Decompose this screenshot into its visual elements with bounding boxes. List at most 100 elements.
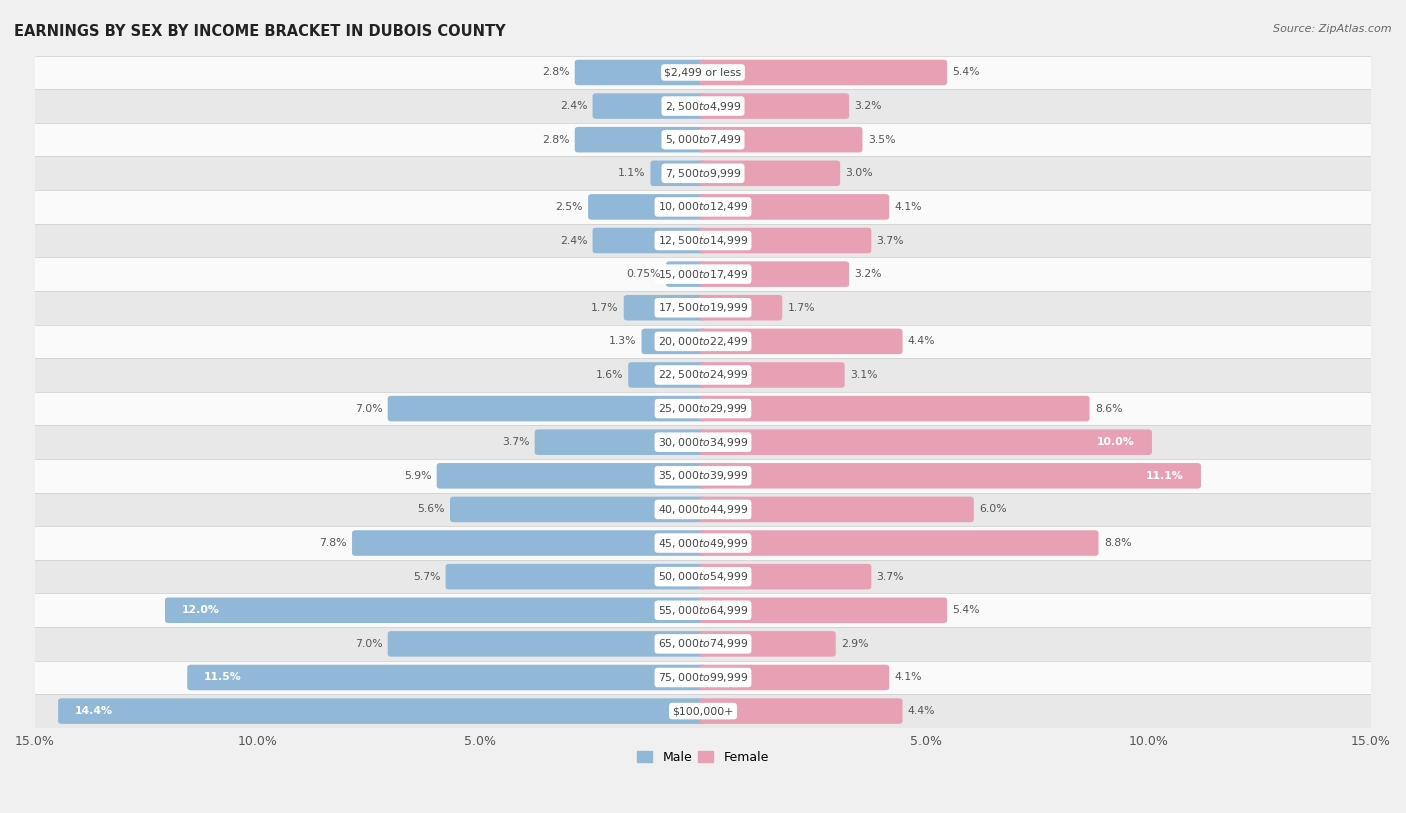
- FancyBboxPatch shape: [699, 228, 872, 254]
- Text: $45,000 to $49,999: $45,000 to $49,999: [658, 537, 748, 550]
- Text: 5.4%: 5.4%: [952, 605, 980, 615]
- Text: 3.0%: 3.0%: [845, 168, 873, 178]
- Text: 1.7%: 1.7%: [591, 302, 619, 313]
- Text: $25,000 to $29,999: $25,000 to $29,999: [658, 402, 748, 415]
- FancyBboxPatch shape: [699, 463, 1201, 489]
- Text: 3.1%: 3.1%: [851, 370, 877, 380]
- Text: 2.5%: 2.5%: [555, 202, 582, 212]
- FancyBboxPatch shape: [35, 694, 1371, 728]
- FancyBboxPatch shape: [699, 396, 1090, 421]
- FancyBboxPatch shape: [699, 328, 903, 354]
- FancyBboxPatch shape: [35, 526, 1371, 560]
- FancyBboxPatch shape: [699, 93, 849, 119]
- FancyBboxPatch shape: [699, 59, 948, 85]
- Text: 7.8%: 7.8%: [319, 538, 347, 548]
- Text: 1.3%: 1.3%: [609, 337, 636, 346]
- Text: Source: ZipAtlas.com: Source: ZipAtlas.com: [1274, 24, 1392, 34]
- FancyBboxPatch shape: [534, 429, 707, 455]
- Text: 2.8%: 2.8%: [541, 67, 569, 77]
- FancyBboxPatch shape: [699, 127, 862, 153]
- FancyBboxPatch shape: [352, 530, 707, 556]
- Text: 2.4%: 2.4%: [560, 236, 588, 246]
- FancyBboxPatch shape: [35, 627, 1371, 661]
- FancyBboxPatch shape: [699, 530, 1098, 556]
- Text: $50,000 to $54,999: $50,000 to $54,999: [658, 570, 748, 583]
- FancyBboxPatch shape: [699, 295, 782, 320]
- Text: 5.6%: 5.6%: [418, 504, 444, 515]
- FancyBboxPatch shape: [450, 497, 707, 522]
- Text: $5,000 to $7,499: $5,000 to $7,499: [665, 133, 741, 146]
- FancyBboxPatch shape: [35, 493, 1371, 526]
- FancyBboxPatch shape: [437, 463, 707, 489]
- Text: 5.9%: 5.9%: [404, 471, 432, 480]
- FancyBboxPatch shape: [641, 328, 707, 354]
- FancyBboxPatch shape: [592, 228, 707, 254]
- Text: 4.1%: 4.1%: [894, 202, 922, 212]
- FancyBboxPatch shape: [699, 698, 903, 724]
- FancyBboxPatch shape: [35, 593, 1371, 627]
- Text: EARNINGS BY SEX BY INCOME BRACKET IN DUBOIS COUNTY: EARNINGS BY SEX BY INCOME BRACKET IN DUB…: [14, 24, 506, 39]
- Text: $20,000 to $22,499: $20,000 to $22,499: [658, 335, 748, 348]
- FancyBboxPatch shape: [35, 425, 1371, 459]
- Text: 3.7%: 3.7%: [877, 572, 904, 581]
- FancyBboxPatch shape: [388, 396, 707, 421]
- FancyBboxPatch shape: [35, 291, 1371, 324]
- FancyBboxPatch shape: [35, 123, 1371, 156]
- Text: $35,000 to $39,999: $35,000 to $39,999: [658, 469, 748, 482]
- Text: 12.0%: 12.0%: [181, 605, 219, 615]
- FancyBboxPatch shape: [35, 560, 1371, 593]
- FancyBboxPatch shape: [699, 261, 849, 287]
- FancyBboxPatch shape: [699, 497, 974, 522]
- FancyBboxPatch shape: [35, 55, 1371, 89]
- FancyBboxPatch shape: [651, 160, 707, 186]
- Text: 7.0%: 7.0%: [354, 639, 382, 649]
- Text: $100,000+: $100,000+: [672, 706, 734, 716]
- Text: 11.5%: 11.5%: [204, 672, 242, 682]
- FancyBboxPatch shape: [35, 190, 1371, 224]
- FancyBboxPatch shape: [58, 698, 707, 724]
- FancyBboxPatch shape: [35, 392, 1371, 425]
- Text: 11.1%: 11.1%: [1146, 471, 1184, 480]
- Text: $2,499 or less: $2,499 or less: [665, 67, 741, 77]
- Text: $12,500 to $14,999: $12,500 to $14,999: [658, 234, 748, 247]
- FancyBboxPatch shape: [388, 631, 707, 657]
- FancyBboxPatch shape: [699, 598, 948, 623]
- Text: 2.9%: 2.9%: [841, 639, 869, 649]
- FancyBboxPatch shape: [35, 224, 1371, 258]
- Text: $30,000 to $34,999: $30,000 to $34,999: [658, 436, 748, 449]
- FancyBboxPatch shape: [35, 359, 1371, 392]
- Text: $22,500 to $24,999: $22,500 to $24,999: [658, 368, 748, 381]
- Text: 8.6%: 8.6%: [1095, 403, 1122, 414]
- FancyBboxPatch shape: [35, 661, 1371, 694]
- FancyBboxPatch shape: [35, 324, 1371, 359]
- Text: 3.7%: 3.7%: [877, 236, 904, 246]
- Text: 5.7%: 5.7%: [413, 572, 440, 581]
- FancyBboxPatch shape: [699, 363, 845, 388]
- Text: $15,000 to $17,499: $15,000 to $17,499: [658, 267, 748, 280]
- FancyBboxPatch shape: [628, 363, 707, 388]
- Text: 10.0%: 10.0%: [1097, 437, 1135, 447]
- Text: 5.4%: 5.4%: [952, 67, 980, 77]
- Legend: Male, Female: Male, Female: [633, 746, 773, 769]
- FancyBboxPatch shape: [165, 598, 707, 623]
- FancyBboxPatch shape: [699, 194, 889, 220]
- Text: 1.1%: 1.1%: [617, 168, 645, 178]
- FancyBboxPatch shape: [35, 459, 1371, 493]
- Text: $2,500 to $4,999: $2,500 to $4,999: [665, 99, 741, 112]
- Text: 4.4%: 4.4%: [908, 337, 935, 346]
- FancyBboxPatch shape: [699, 631, 835, 657]
- FancyBboxPatch shape: [35, 156, 1371, 190]
- FancyBboxPatch shape: [624, 295, 707, 320]
- Text: 2.8%: 2.8%: [541, 135, 569, 145]
- Text: 8.8%: 8.8%: [1104, 538, 1132, 548]
- Text: $7,500 to $9,999: $7,500 to $9,999: [665, 167, 741, 180]
- Text: $17,500 to $19,999: $17,500 to $19,999: [658, 302, 748, 315]
- FancyBboxPatch shape: [35, 258, 1371, 291]
- Text: 0.75%: 0.75%: [626, 269, 661, 279]
- Text: 1.7%: 1.7%: [787, 302, 815, 313]
- Text: $75,000 to $99,999: $75,000 to $99,999: [658, 671, 748, 684]
- FancyBboxPatch shape: [699, 665, 889, 690]
- FancyBboxPatch shape: [35, 89, 1371, 123]
- Text: 2.4%: 2.4%: [560, 101, 588, 111]
- Text: 4.1%: 4.1%: [894, 672, 922, 682]
